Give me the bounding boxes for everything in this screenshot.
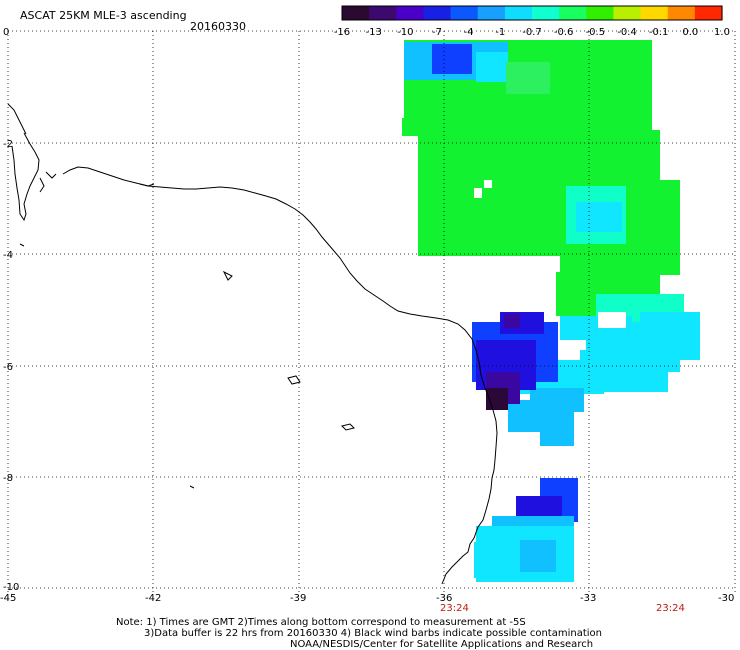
map-title: ASCAT 25KM MLE-3 ascending	[20, 9, 187, 22]
colorbar-label: -0.5	[586, 27, 606, 38]
wind-cell	[576, 202, 622, 232]
note-line-3: NOAA/NESDIS/Center for Satellite Applica…	[290, 639, 594, 650]
wind-cell	[506, 62, 550, 94]
lat-tick-label: -6	[3, 362, 13, 373]
colorbar-swatch	[667, 6, 696, 20]
lat-tick-label: -2	[3, 139, 13, 150]
colorbar-label: -0.4	[617, 27, 637, 38]
colorbar-swatch	[559, 6, 587, 20]
data-swath	[402, 40, 700, 582]
lat-tick-label: 0	[3, 27, 10, 38]
lat-tick-label: -8	[3, 473, 13, 484]
map-date: 20160330	[190, 20, 246, 33]
colorbar-label: -0.7	[522, 27, 542, 38]
colorbar-swatch	[613, 6, 642, 20]
lon-tick-label: -45	[0, 593, 17, 604]
colorbar-label: -10	[397, 27, 413, 38]
coastline-north-island	[11, 132, 40, 222]
colorbar-label: -0.6	[554, 27, 574, 38]
wind-cell	[474, 542, 512, 578]
coastline-brazil	[62, 166, 498, 585]
colorbar-label: 1.0	[714, 27, 730, 38]
note-line-2: 3)Data buffer is 22 hrs from 20160330 4)…	[144, 628, 602, 639]
colorbar-label: -4	[464, 27, 474, 38]
wind-cell	[504, 314, 520, 328]
colorbar: -16 -13 -10 -7 -4 -1 -0.7 -0.6 -0.5 -0.4 -0.1 0.0 1.…	[334, 5, 730, 38]
colorbar-swatch	[450, 6, 479, 20]
data-gap	[484, 180, 492, 188]
coastline	[7, 103, 498, 585]
colorbar-label: -13	[365, 27, 381, 38]
colorbar-swatch	[369, 6, 397, 20]
lat-tick-label: -10	[3, 582, 20, 593]
colorbar-swatch	[694, 6, 723, 20]
colorbar-swatch	[342, 6, 370, 20]
colorbar-swatch	[504, 6, 533, 20]
wind-cell	[516, 496, 562, 518]
colorbar-swatch	[640, 6, 669, 20]
colorbar-frame	[341, 5, 723, 21]
lon-tick-label: -33	[580, 593, 597, 604]
lon-tick-label: -36	[436, 593, 453, 604]
coastline-small-islands	[7, 103, 355, 489]
colorbar-swatch	[586, 6, 615, 20]
data-gap	[598, 312, 626, 328]
graticule	[7, 30, 736, 592]
colorbar-label: -1	[495, 27, 505, 38]
colorbar-swatch	[532, 6, 560, 20]
colorbar-swatch	[396, 6, 425, 20]
wind-cell	[508, 400, 542, 432]
lon-tick-label: -39	[290, 593, 307, 604]
colorbar-label: 0.0	[682, 27, 698, 38]
wind-cell	[476, 52, 508, 82]
wind-cell	[520, 540, 556, 572]
pass-time-label: 23:24	[440, 603, 469, 614]
colorbar-label: -0.1	[649, 27, 669, 38]
lon-tick-label: -42	[145, 593, 162, 604]
colorbar-swatch	[477, 6, 506, 20]
lat-tick-label: -4	[3, 250, 13, 261]
colorbar-label: -16	[334, 27, 350, 38]
data-gap	[474, 188, 482, 198]
wind-cell	[432, 44, 472, 74]
colorbar-label: -7	[432, 27, 442, 38]
note-line-1: Note: 1) Times are GMT 2)Times along bot…	[116, 617, 526, 628]
wind-cell	[418, 136, 562, 256]
pass-time-label: 23:24	[656, 603, 685, 614]
lon-tick-label: -30	[718, 593, 735, 604]
colorbar-swatch	[423, 6, 452, 20]
wind-cell	[540, 404, 574, 446]
